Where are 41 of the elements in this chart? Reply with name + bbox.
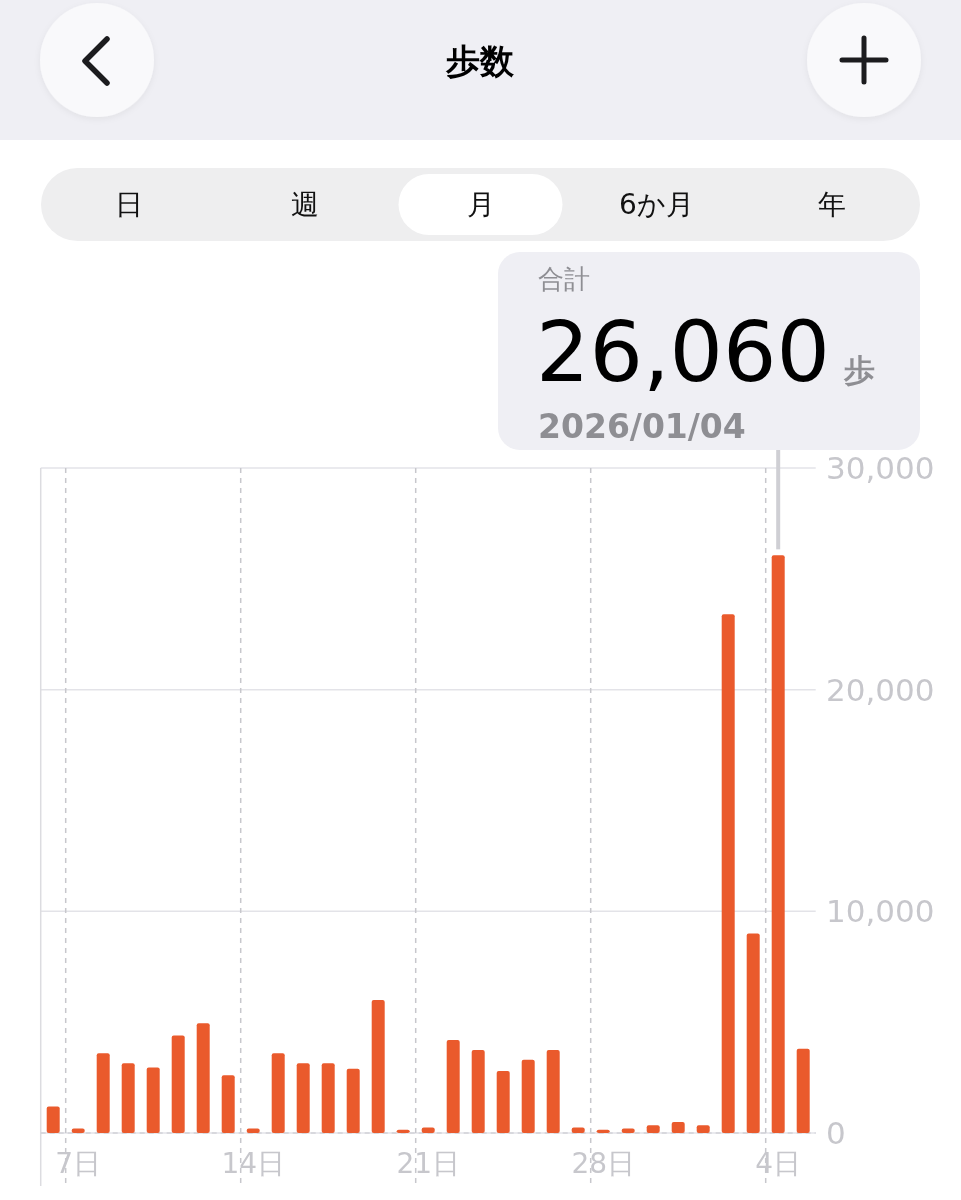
bar <box>521 1059 535 1133</box>
bar <box>46 1106 60 1133</box>
bar <box>446 1039 460 1133</box>
bar <box>146 1067 160 1133</box>
bar <box>696 1125 710 1133</box>
bar <box>721 614 735 1133</box>
y-tick-label: 0 <box>826 1115 846 1151</box>
bar <box>221 1075 235 1133</box>
x-tick-label: 14日 <box>221 1146 286 1180</box>
bar <box>571 1127 585 1133</box>
x-tick-label: 28日 <box>571 1146 636 1180</box>
text: 日 <box>114 188 143 221</box>
bar <box>671 1121 685 1133</box>
bar <box>646 1125 660 1133</box>
bar <box>96 1053 110 1133</box>
bar <box>496 1070 510 1133</box>
y-tick-label: 30,000 <box>826 450 935 486</box>
bar <box>171 1035 185 1133</box>
bar <box>421 1127 435 1133</box>
text: 週 <box>290 188 319 221</box>
text: 6か月 <box>618 188 694 221</box>
x-tick-label: 4日 <box>755 1146 802 1180</box>
bar <box>746 933 760 1133</box>
bar <box>346 1068 360 1133</box>
bar <box>771 555 785 1133</box>
text: 合計 26,060 歩 2026/01/04 <box>536 264 875 446</box>
bar <box>371 1000 385 1133</box>
x-tick-label: 21日 <box>396 1146 461 1180</box>
y-tick-label: 20,000 <box>826 671 935 708</box>
y-tick-label: 10,000 <box>826 893 935 930</box>
bar <box>271 1053 285 1133</box>
bar <box>196 1023 210 1133</box>
bar <box>796 1048 810 1133</box>
bar <box>121 1063 135 1134</box>
bar <box>471 1049 485 1134</box>
bar <box>296 1063 310 1134</box>
text: 月 <box>466 188 495 221</box>
text: 年 <box>818 188 847 221</box>
bar <box>321 1063 335 1134</box>
bar <box>546 1049 560 1134</box>
chart-title: 歩数 <box>445 41 515 81</box>
